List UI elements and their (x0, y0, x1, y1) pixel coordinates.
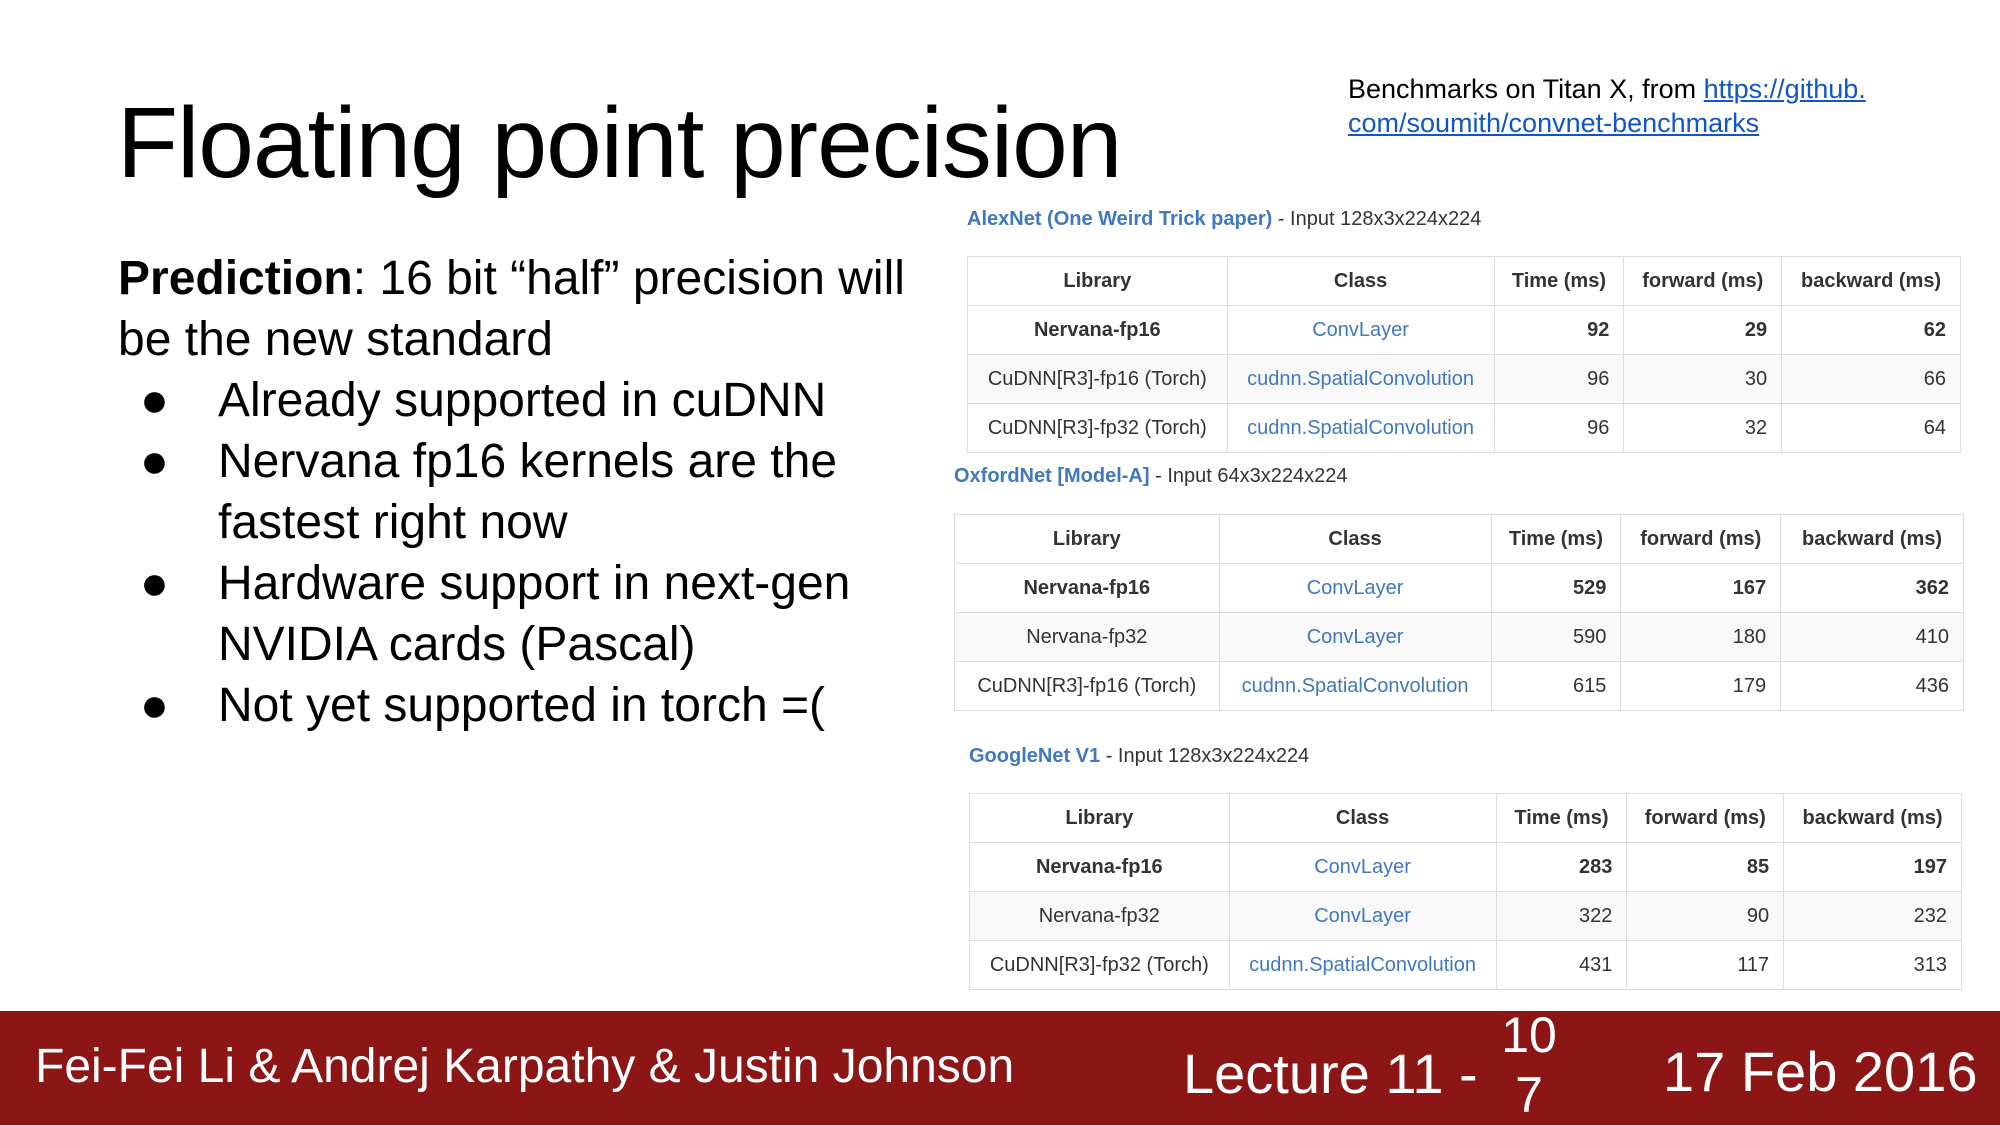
benchmark-source: Benchmarks on Titan X, from https://gith… (1348, 72, 1908, 140)
source-prefix: Benchmarks on Titan X, from (1348, 74, 1704, 104)
column-header: forward (ms) (1620, 514, 1782, 564)
bullet-item: ● Already supported in cuDNN (118, 370, 918, 431)
column-header: backward (ms) (1780, 514, 1964, 564)
table-row: Nervana-fp16 ConvLayer 529 167 362 (954, 563, 1964, 613)
column-header: forward (ms) (1626, 793, 1785, 843)
column-header: backward (ms) (1781, 256, 1961, 306)
bullet-dot-icon: ● (140, 374, 169, 427)
column-header: Class (1226, 256, 1495, 306)
column-header: Class (1228, 793, 1497, 843)
oxfordnet-table: Library Class Time (ms) forward (ms) bac… (954, 514, 1964, 711)
bullet-dot-icon: ● (140, 679, 169, 732)
bullet-dot-icon: ● (140, 557, 169, 610)
slide-title: Floating point precision (117, 87, 1122, 199)
table-row: CuDNN[R3]-fp32 (Torch) cudnn.SpatialConv… (967, 403, 1961, 453)
googlenet-link[interactable]: GoogleNet V1 (969, 745, 1101, 767)
table-row: CuDNN[R3]-fp16 (Torch) cudnn.SpatialConv… (967, 354, 1961, 404)
oxfordnet-heading: OxfordNet [Model-A] - Input 64x3x224x224 (954, 465, 1348, 487)
column-header: Time (ms) (1493, 256, 1625, 306)
table-header-row: Library Class Time (ms) forward (ms) bac… (954, 514, 1964, 564)
table-row: Nervana-fp16 ConvLayer 283 85 197 (969, 842, 1962, 892)
footer-page-number: 10 7 (1501, 1007, 1557, 1123)
source-link[interactable]: https://github. com/soumith/convnet-bench… (1348, 74, 1866, 138)
bullet-list: ● Already supported in cuDNN ● Nervana fp1… (118, 370, 918, 736)
slide-footer: Fei-Fei Li & Andrej Karpathy & Justin Jo… (0, 1007, 2000, 1125)
prediction-text: : 16 bit “half” precision will be the ne… (118, 252, 905, 366)
footer-lecture: Lecture 11 - (1183, 1042, 1478, 1105)
bullet-item: ● Hardware support in next-gen NVIDIA car… (118, 553, 918, 675)
column-header: Time (ms) (1495, 793, 1628, 843)
column-header: Library (967, 256, 1228, 306)
table-row: Nervana-fp16 ConvLayer 92 29 62 (967, 305, 1961, 355)
alexnet-table: Library Class Time (ms) forward (ms) bac… (967, 256, 1961, 453)
slide-body: Prediction: 16 bit “half” precision will… (118, 248, 918, 736)
googlenet-heading: GoogleNet V1 - Input 128x3x224x224 (969, 745, 1310, 767)
table-header-row: Library Class Time (ms) forward (ms) bac… (967, 256, 1961, 306)
prediction-label: Prediction (118, 252, 353, 305)
alexnet-heading: AlexNet (One Weird Trick paper) - Input … (967, 208, 1482, 230)
column-header: Library (954, 514, 1220, 564)
bullet-item: ● Nervana fp16 kernels are the fastest ri… (118, 431, 918, 553)
bullet-dot-icon: ● (140, 435, 169, 488)
footer-date: 17 Feb 2016 (1663, 1040, 1978, 1103)
alexnet-link[interactable]: AlexNet (One Weird Trick paper) (967, 208, 1273, 230)
oxfordnet-link[interactable]: OxfordNet [Model-A] (954, 465, 1150, 487)
column-header: Library (969, 793, 1230, 843)
footer-authors: Fei-Fei Li & Andrej Karpathy & Justin Jo… (35, 1040, 1015, 1093)
column-header: Time (ms) (1490, 514, 1622, 564)
table-row: CuDNN[R3]-fp16 (Torch) cudnn.SpatialConv… (954, 661, 1964, 711)
bullet-item: ● Not yet supported in torch =( (118, 675, 918, 736)
column-header: Class (1218, 514, 1492, 564)
table-row: Nervana-fp32 ConvLayer 590 180 410 (954, 612, 1964, 662)
column-header: forward (ms) (1623, 256, 1783, 306)
table-row: Nervana-fp32 ConvLayer 322 90 232 (969, 891, 1962, 941)
prediction-paragraph: Prediction: 16 bit “half” precision will… (118, 248, 918, 370)
table-row: CuDNN[R3]-fp32 (Torch) cudnn.SpatialConv… (969, 940, 1962, 990)
table-header-row: Library Class Time (ms) forward (ms) bac… (969, 793, 1962, 843)
column-header: backward (ms) (1783, 793, 1962, 843)
googlenet-table: Library Class Time (ms) forward (ms) bac… (969, 793, 1962, 990)
